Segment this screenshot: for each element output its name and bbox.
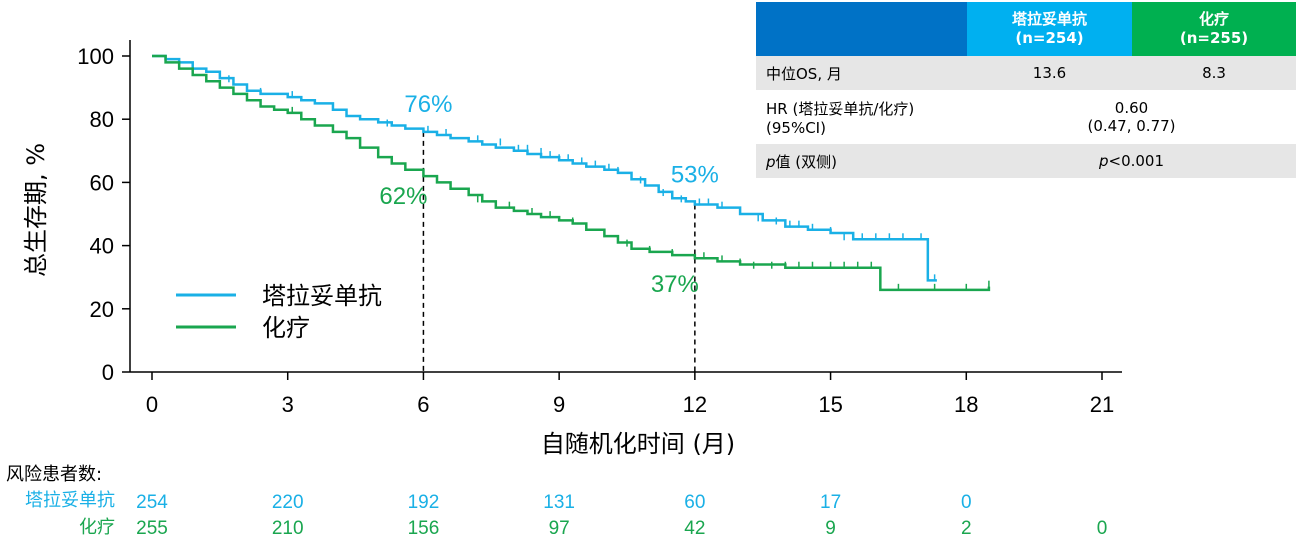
stats-header-chemo-name: 化疗 — [1198, 10, 1229, 28]
risk-value: 210 — [272, 518, 304, 539]
y-tick-label: 60 — [90, 170, 114, 195]
p-value-italic: p — [1098, 152, 1109, 170]
stats-row-hr: HR (塔拉妥单抗/化疗) (95%CI) 0.60 (0.47, 0.77) — [756, 90, 1296, 144]
y-axis-title: 总生存期, % — [22, 143, 50, 277]
hr-label-line2: (95%CI) — [766, 118, 826, 137]
percent-annotation: 37% — [651, 271, 699, 298]
median-os-tarlatamab: 13.6 — [967, 56, 1132, 90]
survival-curves — [152, 54, 991, 292]
stats-header-chemo: 化疗 (n=255) — [1132, 2, 1296, 56]
y-tick-label: 80 — [90, 107, 114, 132]
p-label-italic: p — [766, 152, 776, 171]
hr-value-estimate: 0.60 — [1114, 99, 1149, 117]
risk-value: 255 — [136, 518, 168, 539]
p-label: p值 (双侧) — [756, 144, 967, 178]
legend: 塔拉妥单抗 化疗 — [176, 282, 382, 342]
risk-row-label-chemo: 化疗 — [79, 517, 115, 538]
risk-values: 254 220 192 131 60 17 0 255 210 156 97 42 9 2 0 — [136, 492, 1107, 539]
risk-value: 2 — [961, 518, 972, 539]
median-os-label: 中位OS, 月 — [756, 56, 967, 90]
x-tick-label: 21 — [1090, 392, 1114, 417]
risk-value: 17 — [820, 492, 841, 513]
x-tick-label: 3 — [282, 392, 294, 417]
hr-label: HR (塔拉妥单抗/化疗) (95%CI) — [756, 90, 967, 144]
risk-value: 254 — [136, 492, 168, 513]
stats-row-median-os: 中位OS, 月 13.6 8.3 — [756, 56, 1296, 90]
hr-label-line1: HR (塔拉妥单抗/化疗) — [766, 99, 915, 118]
hr-value-ci: (0.47, 0.77) — [1087, 117, 1176, 135]
x-axis-title: 自随机化时间 (月) — [541, 430, 735, 458]
risk-table: 风险患者数: 塔拉妥单抗 化疗 254 220 192 131 60 17 0 255 210 1… — [6, 464, 1107, 539]
stats-header-tarlatamab-name: 塔拉妥单抗 — [1011, 10, 1087, 28]
stats-header-row: 塔拉妥单抗 (n=254) 化疗 (n=255) — [756, 2, 1296, 56]
x-tick-label: 9 — [553, 392, 565, 417]
percent-annotation: 76% — [404, 91, 452, 118]
x-tick-label: 18 — [954, 392, 978, 417]
percent-annotations: 76% 62% 53% 37% — [379, 91, 718, 298]
risk-row-label-tarlatamab: 塔拉妥单抗 — [25, 490, 115, 511]
axis-ticks: 0 3 6 9 12 15 18 21 0 20 40 60 80 100 — [77, 44, 1114, 417]
survival-line-1 — [152, 54, 991, 292]
risk-table-title: 风险患者数: — [6, 464, 102, 485]
percent-annotation: 62% — [379, 183, 427, 210]
risk-value: 0 — [961, 492, 972, 513]
y-tick-label: 20 — [90, 297, 114, 322]
stats-header-tarlatamab: 塔拉妥单抗 (n=254) — [967, 2, 1132, 56]
hr-value: 0.60 (0.47, 0.77) — [967, 90, 1296, 144]
risk-value: 42 — [684, 518, 705, 539]
p-value-rest: <0.001 — [1108, 152, 1165, 170]
x-tick-label: 15 — [818, 392, 842, 417]
stats-header-blank — [756, 2, 967, 56]
stats-table: 塔拉妥单抗 (n=254) 化疗 (n=255) 中位OS, 月 13.6 8.… — [756, 2, 1296, 178]
y-tick-label: 0 — [102, 360, 114, 385]
y-tick-label: 100 — [77, 44, 114, 69]
risk-value: 0 — [1097, 518, 1108, 539]
y-tick-label: 40 — [90, 234, 114, 259]
x-tick-label: 0 — [146, 392, 158, 417]
risk-value: 220 — [272, 492, 304, 513]
stats-header-tarlatamab-n: (n=254) — [1015, 29, 1084, 47]
legend-label-chemo: 化疗 — [262, 314, 310, 342]
p-value: p<0.001 — [967, 144, 1296, 178]
p-label-rest: 值 (双侧) — [775, 152, 838, 171]
risk-value: 9 — [825, 518, 836, 539]
risk-value: 192 — [408, 492, 440, 513]
risk-value: 156 — [408, 518, 440, 539]
risk-value: 131 — [543, 492, 575, 513]
stats-header-chemo-n: (n=255) — [1179, 29, 1249, 47]
median-os-chemo: 8.3 — [1132, 56, 1296, 90]
risk-value: 97 — [549, 518, 570, 539]
legend-label-tarlatamab: 塔拉妥单抗 — [262, 282, 382, 310]
x-tick-label: 6 — [417, 392, 429, 417]
percent-annotation: 53% — [671, 162, 719, 189]
risk-value: 60 — [684, 492, 705, 513]
stats-row-p: p值 (双侧) p<0.001 — [756, 144, 1296, 178]
x-tick-label: 12 — [683, 392, 707, 417]
